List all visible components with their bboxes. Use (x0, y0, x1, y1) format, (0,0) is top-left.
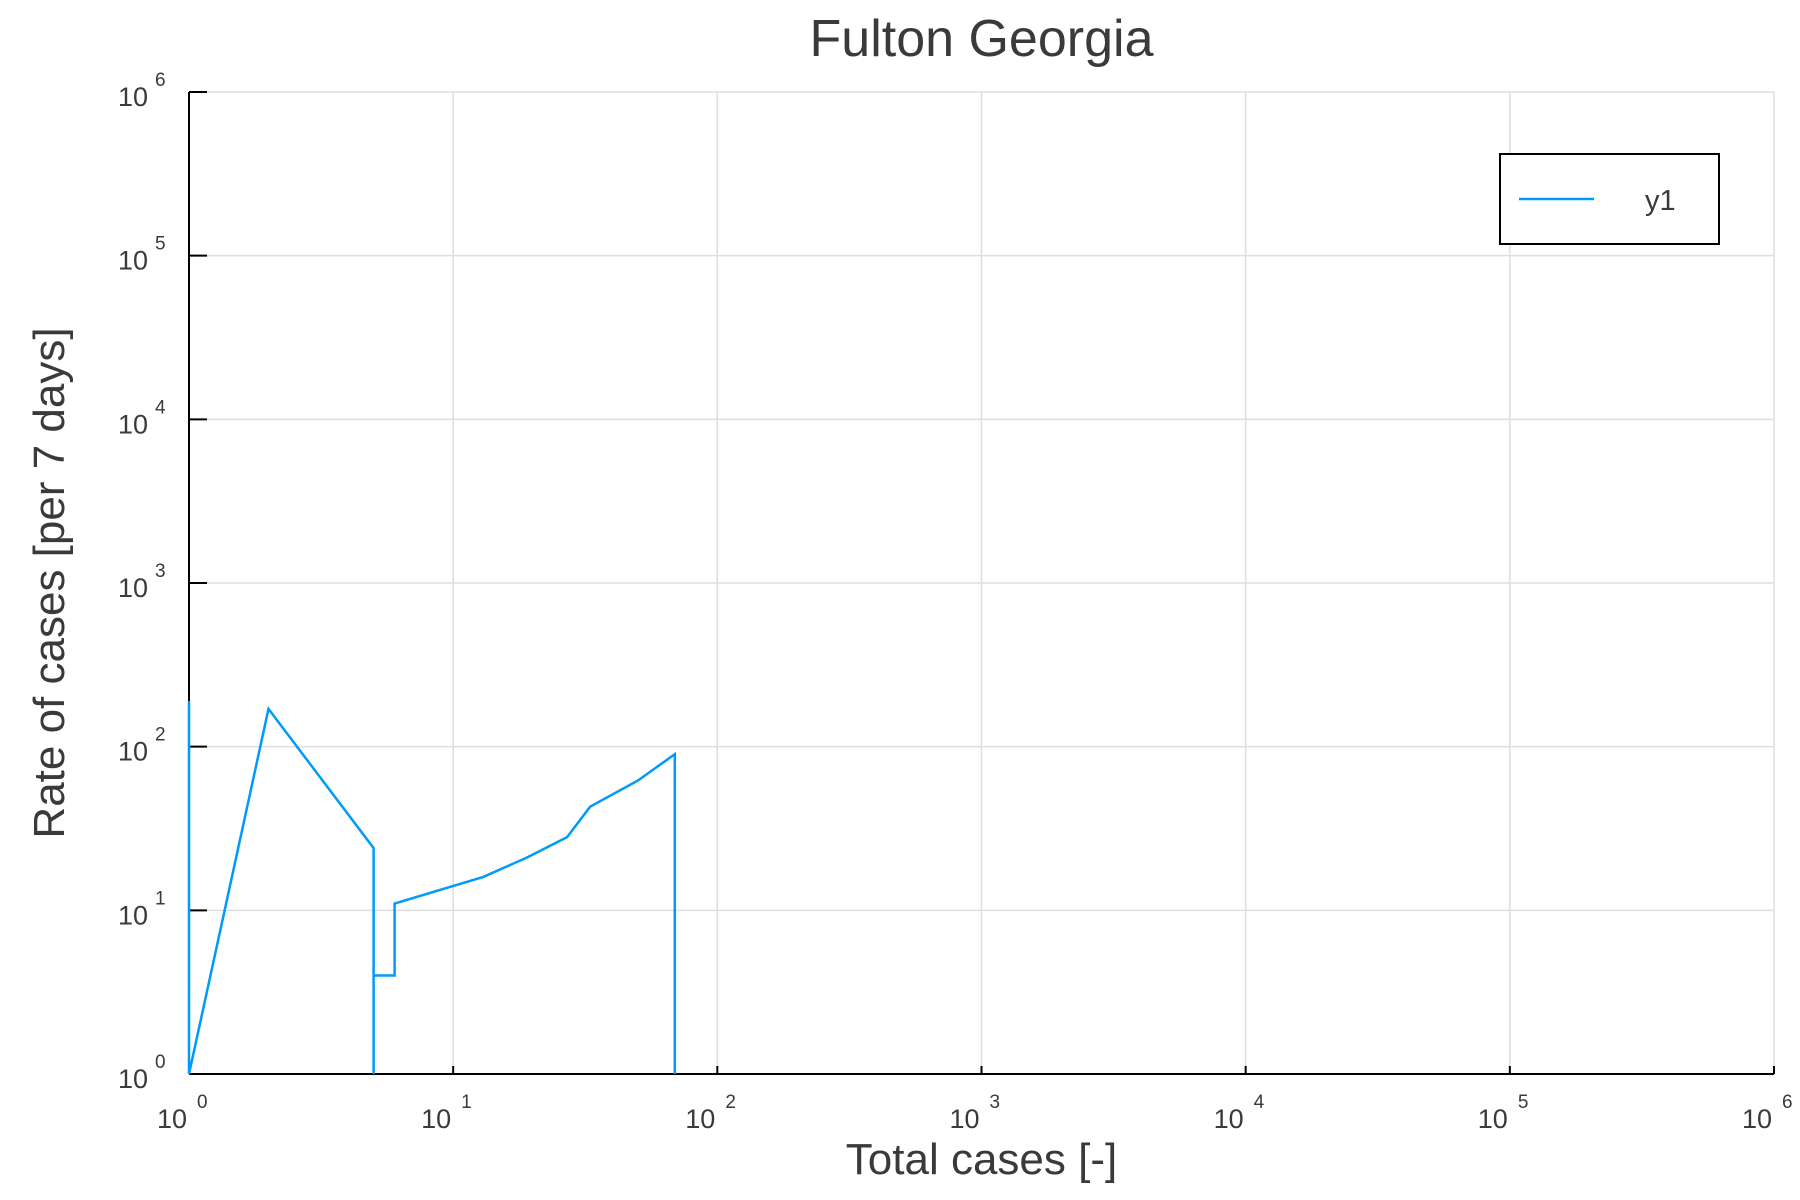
y-tick-exponent: 6 (155, 70, 166, 91)
y-tick-exponent: 4 (155, 397, 166, 418)
y-tick-base: 10 (118, 1064, 148, 1094)
x-tick-exponent: 4 (1254, 1092, 1265, 1113)
x-tick-base: 10 (1478, 1104, 1508, 1134)
y-tick-label: 10 4 (118, 397, 166, 439)
y-tick-exponent: 5 (155, 234, 166, 255)
series-line-y1 (187, 701, 677, 1075)
x-tick-exponent: 0 (197, 1092, 208, 1113)
ticks: 1001011021031041051061001011021031041051… (118, 70, 1793, 1134)
y-tick-label: 10 0 (118, 1052, 166, 1094)
x-tick-label: 10 6 (1742, 1092, 1793, 1134)
y-tick-exponent: 3 (155, 561, 166, 582)
y-tick-exponent: 1 (155, 888, 166, 909)
y-tick-exponent: 2 (155, 725, 166, 746)
grid (188, 91, 1775, 1075)
y-tick-label: 10 6 (118, 70, 166, 112)
legend: y1 (1499, 153, 1720, 245)
y-tick-base: 10 (118, 246, 148, 276)
y-tick-label: 10 1 (118, 888, 166, 930)
x-tick-base: 10 (1742, 1104, 1772, 1134)
x-tick-label: 10 2 (685, 1092, 736, 1134)
x-tick-base: 10 (421, 1104, 451, 1134)
y-tick-base: 10 (118, 82, 148, 112)
x-tick-exponent: 2 (725, 1092, 736, 1113)
y-tick-base: 10 (118, 737, 148, 767)
x-tick-exponent: 1 (461, 1092, 472, 1113)
x-tick-base: 10 (685, 1104, 715, 1134)
x-tick-label: 10 4 (1214, 1092, 1265, 1134)
x-tick-base: 10 (949, 1104, 979, 1134)
x-tick-label: 10 0 (157, 1092, 208, 1134)
series (187, 701, 677, 1075)
y-axis-label: Rate of cases [per 7 days] (25, 327, 74, 838)
chart-title: Fulton Georgia (810, 10, 1154, 68)
x-axis-label: Total cases [-] (846, 1135, 1117, 1184)
x-tick-label: 10 5 (1478, 1092, 1529, 1134)
y-tick-label: 10 2 (118, 725, 166, 767)
x-tick-base: 10 (1214, 1104, 1244, 1134)
legend-label-y1: y1 (1645, 185, 1676, 217)
y-tick-base: 10 (118, 573, 148, 603)
x-tick-base: 10 (157, 1104, 187, 1134)
y-tick-base: 10 (118, 900, 148, 930)
y-tick-label: 10 3 (118, 561, 166, 603)
x-tick-label: 10 1 (421, 1092, 472, 1134)
x-tick-exponent: 6 (1782, 1092, 1793, 1113)
x-tick-label: 10 3 (949, 1092, 1000, 1134)
x-tick-exponent: 5 (1518, 1092, 1529, 1113)
y-tick-base: 10 (118, 409, 148, 439)
y-tick-exponent: 0 (155, 1052, 166, 1073)
x-tick-exponent: 3 (990, 1092, 1001, 1113)
y-tick-label: 10 5 (118, 234, 166, 276)
